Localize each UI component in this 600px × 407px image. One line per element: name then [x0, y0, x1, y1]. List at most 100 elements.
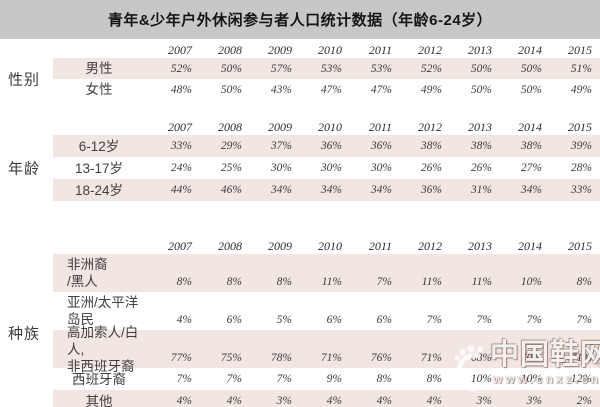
section-rows: 性别 男性 52% 50% 57% 53% 53% 52% 50% 50% 51% 女性 48% 50% 4… — [8, 58, 600, 100]
value-cell: 7% — [476, 314, 492, 326]
year-header: 2012 — [418, 43, 442, 57]
year-header: 2015 — [568, 120, 592, 134]
value-cell: 7% — [526, 314, 542, 326]
value-cell: 3% — [476, 395, 492, 407]
section-2: 2007 2008 2009 2010 2011 2012 2013 2014 2015 种族 非洲… — [0, 237, 600, 407]
value-cell: 39% — [570, 140, 592, 152]
year-header: 2010 — [318, 239, 342, 253]
value-cell: 8% — [176, 276, 192, 288]
year-header: 2014 — [518, 239, 542, 253]
value-cell: 36% — [320, 140, 342, 152]
value-cell: 7% — [226, 373, 242, 385]
value-cell: 4% — [426, 395, 442, 407]
year-header: 2009 — [268, 239, 292, 253]
year-header-row: 2007 2008 2009 2010 2011 2012 2013 2014 2015 — [53, 41, 600, 58]
value-cell: 50% — [220, 62, 242, 75]
value-cell: 77% — [170, 352, 192, 364]
year-header-row: 2007 2008 2009 2010 2011 2012 2013 2014 2015 — [53, 237, 600, 254]
value-cell: 29% — [220, 140, 242, 152]
value-cell: 25% — [220, 162, 242, 174]
row-label: 高加索人/白人, 非西班牙裔 — [67, 324, 139, 374]
year-header: 2015 — [568, 239, 592, 253]
value-cell: 34% — [270, 184, 292, 196]
value-cell: 26% — [420, 162, 442, 174]
value-cell: 53% — [370, 62, 392, 75]
value-cell: 10% — [520, 373, 542, 385]
value-cell: 2% — [576, 395, 592, 407]
value-cell: 30% — [270, 162, 292, 174]
value-cell: 38% — [470, 140, 492, 152]
value-cell: 11% — [421, 276, 442, 288]
table-row: 高加索人/白人, 非西班牙裔 77% 75% 78% 71% 76% 71% 68% 70% 71… — [53, 324, 600, 374]
year-header: 2008 — [218, 239, 242, 253]
value-cell: 7% — [426, 314, 442, 326]
year-header: 2011 — [368, 120, 392, 134]
year-header: 2013 — [468, 120, 492, 134]
table-row: 18-24岁 44% 46% 34% 34% 34% 36% 31% 34% 33% — [53, 179, 600, 201]
value-cell: 50% — [470, 83, 492, 96]
year-header: 2013 — [468, 43, 492, 57]
value-cell: 4% — [326, 395, 342, 407]
table-row: 6-12岁 33% 29% 37% 36% 36% 38% 38% 38% 39% — [53, 135, 600, 157]
value-cell: 68% — [470, 352, 492, 364]
row-label: 18-24岁 — [74, 182, 124, 198]
section-rows: 种族 非洲裔 /黑人 8% 8% 8% 11% 7% 11% 11% 10% 8% 亚洲/太平洋 岛民… — [8, 254, 600, 407]
value-cell: 49% — [420, 83, 442, 96]
section-rows: 年龄 6-12岁 33% 29% 37% 36% 36% 38% 38% 38% 39% 13-17岁… — [8, 135, 600, 201]
row-label: 非洲裔 /黑人 — [67, 257, 108, 289]
value-cell: 10% — [470, 373, 492, 385]
value-cell: 71% — [320, 352, 342, 364]
value-cell: 71% — [570, 352, 592, 364]
table-row: 男性 52% 50% 57% 53% 53% 52% 50% 50% 51% — [53, 58, 600, 79]
value-cell: 30% — [370, 162, 392, 174]
value-cell: 38% — [520, 140, 542, 152]
value-cell: 52% — [170, 62, 192, 75]
year-header: 2011 — [368, 239, 392, 253]
value-cell: 34% — [370, 184, 392, 196]
value-cell: 51% — [570, 62, 592, 75]
year-header: 2009 — [268, 120, 292, 134]
value-cell: 31% — [470, 184, 492, 196]
value-cell: 47% — [320, 83, 342, 96]
value-cell: 8% — [226, 276, 242, 288]
section-label: 性别 — [8, 71, 41, 89]
value-cell: 44% — [170, 184, 192, 196]
year-header: 2008 — [218, 120, 242, 134]
year-header: 2010 — [318, 43, 342, 57]
value-cell: 11% — [471, 276, 492, 288]
value-cell: 30% — [320, 162, 342, 174]
value-cell: 6% — [326, 314, 342, 326]
value-cell: 53% — [320, 62, 342, 75]
value-cell: 33% — [170, 140, 192, 152]
row-label: 女性 — [85, 82, 113, 97]
year-header: 2008 — [218, 43, 242, 57]
value-cell: 3% — [526, 395, 542, 407]
title-bar: 青年&少年户外休闲参与者人口统计数据（年龄6-24岁） — [0, 0, 600, 39]
value-cell: 78% — [270, 352, 292, 364]
row-label: 亚洲/太平洋 岛民 — [67, 295, 139, 327]
year-header: 2012 — [418, 120, 442, 134]
value-cell: 34% — [520, 184, 542, 196]
year-header: 2009 — [268, 43, 292, 57]
section-1: 2007 2008 2009 2010 2011 2012 2013 2014 2015 年龄 6-… — [0, 118, 600, 201]
value-cell: 36% — [420, 184, 442, 196]
year-header: 2015 — [568, 43, 592, 57]
value-cell: 7% — [376, 276, 392, 288]
value-cell: 7% — [576, 314, 592, 326]
table-row: 亚洲/太平洋 岛民 4% 6% 5% 6% 6% 7% 7% 7% 7% — [53, 292, 600, 330]
value-cell: 5% — [276, 314, 292, 326]
value-cell: 49% — [570, 83, 592, 96]
value-cell: 33% — [570, 184, 592, 196]
row-label: 男性 — [85, 61, 113, 76]
table-row: 西班牙裔 7% 7% 7% 9% 8% 8% 10% 10% 12% — [53, 368, 600, 390]
table-row: 其他 4% 4% 3% 4% 4% 4% 3% 3% 2% — [53, 390, 600, 407]
value-cell: 75% — [220, 352, 242, 364]
value-cell: 43% — [270, 83, 292, 96]
value-cell: 8% — [276, 276, 292, 288]
section-label: 年龄 — [8, 160, 41, 178]
value-cell: 3% — [276, 395, 292, 407]
value-cell: 50% — [470, 62, 492, 75]
value-cell: 36% — [370, 140, 392, 152]
table-row: 非洲裔 /黑人 8% 8% 8% 11% 7% 11% 11% 10% 8% — [53, 254, 600, 292]
value-cell: 50% — [220, 83, 242, 96]
